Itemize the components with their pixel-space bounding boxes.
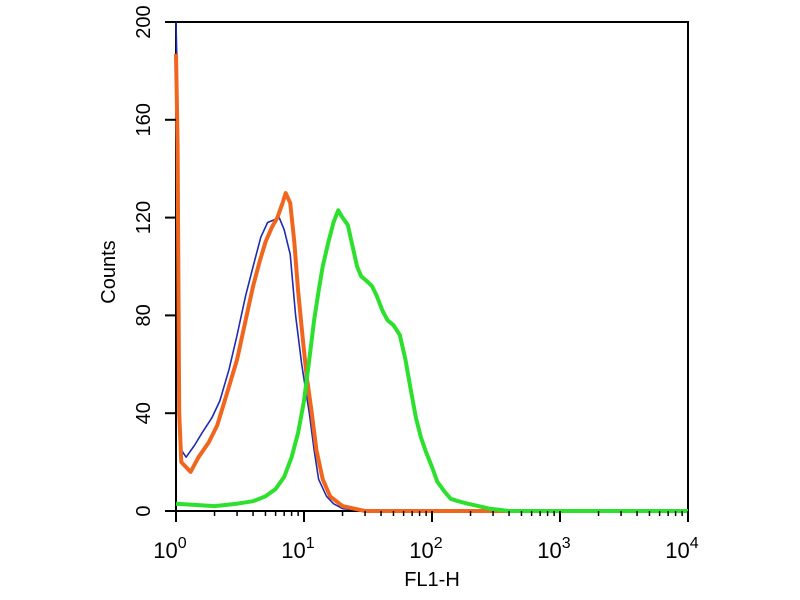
y-axis-label: Counts xyxy=(98,240,120,303)
x-tick-label: 101 xyxy=(281,535,314,563)
y-tick-label: 0 xyxy=(133,505,155,516)
y-axis: 0 40 80 120 160 200 xyxy=(133,5,176,517)
y-tick-label: 160 xyxy=(133,103,155,136)
x-tick-label: 102 xyxy=(409,535,442,563)
y-tick-label: 40 xyxy=(133,402,155,424)
series-line-3 xyxy=(175,208,688,513)
y-tick-label: 80 xyxy=(133,304,155,326)
series-line-1 xyxy=(175,21,688,512)
plot-area xyxy=(175,21,689,512)
x-axis-label: FL1-H xyxy=(404,569,460,591)
y-tick-label: 200 xyxy=(133,5,155,38)
x-axis: 100 101 102 103 104 xyxy=(153,511,699,563)
y-tick-label: 120 xyxy=(133,201,155,234)
series-layer xyxy=(174,21,688,513)
series-line-2 xyxy=(174,53,688,513)
x-tick-label: 100 xyxy=(153,535,186,563)
x-tick-label: 104 xyxy=(665,535,698,563)
x-tick-label: 103 xyxy=(537,535,570,563)
